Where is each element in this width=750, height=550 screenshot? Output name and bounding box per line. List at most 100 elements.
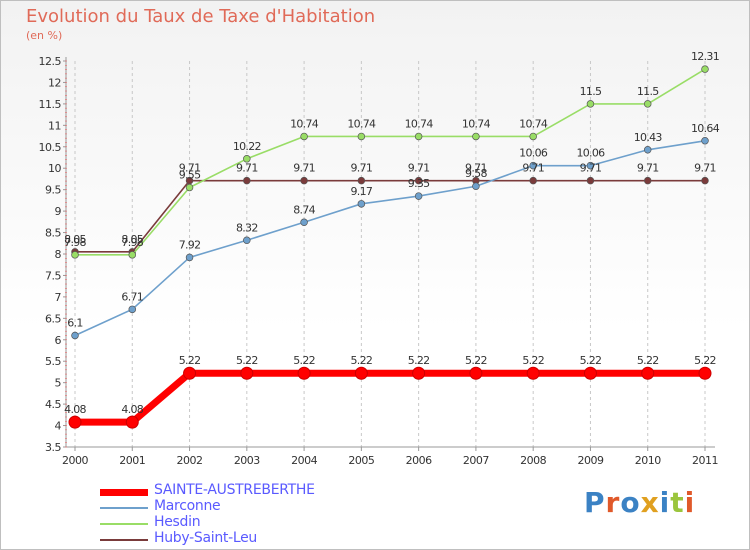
data-label: 10.06 xyxy=(576,147,605,160)
y-tick-label: 6 xyxy=(55,334,62,347)
data-label: 9.71 xyxy=(236,162,258,175)
data-point xyxy=(412,366,426,380)
data-label: 5.22 xyxy=(179,354,201,367)
chart-subtitle: (en %) xyxy=(26,29,63,42)
data-label: 5.22 xyxy=(408,354,430,367)
y-tick-label: 9.5 xyxy=(45,184,61,197)
data-point xyxy=(240,366,254,380)
data-point xyxy=(125,415,139,429)
y-tick-label: 9 xyxy=(55,205,62,218)
y-tick-label: 6.5 xyxy=(45,312,61,325)
data-point xyxy=(414,132,423,141)
data-label: 8.74 xyxy=(293,203,315,216)
y-tick-label: 11 xyxy=(48,119,61,132)
data-label: 6.71 xyxy=(121,290,143,303)
y-tick-label: 3.5 xyxy=(45,441,61,454)
data-label: 11.5 xyxy=(637,85,659,98)
data-point xyxy=(128,251,137,259)
data-point xyxy=(71,331,79,340)
data-label: 5.22 xyxy=(293,354,315,367)
chart-title: Evolution du Taux de Taxe d'Habitation xyxy=(26,6,376,27)
y-tick-label: 4.5 xyxy=(45,398,61,411)
data-label: 10.74 xyxy=(290,117,319,130)
data-label: 10.64 xyxy=(691,122,720,135)
data-label: 9.71 xyxy=(408,162,430,175)
data-label: 7.92 xyxy=(179,238,201,251)
data-label: 5.22 xyxy=(694,354,716,367)
series-line xyxy=(75,369,705,426)
x-tick-label: 2010 xyxy=(635,454,661,467)
data-label: 7.98 xyxy=(64,236,86,249)
y-tick-label: 4 xyxy=(55,420,62,433)
data-label: 11.5 xyxy=(580,85,602,98)
data-label: 10.74 xyxy=(462,117,491,130)
y-tick-label: 8 xyxy=(55,248,62,261)
data-label: 9.71 xyxy=(522,162,544,175)
x-tick-label: 2009 xyxy=(577,454,603,467)
data-point xyxy=(243,155,251,163)
data-label: 10.74 xyxy=(519,117,548,130)
logo-letter: r xyxy=(605,486,621,519)
x-tick-label: 2000 xyxy=(62,454,88,467)
legend-swatch xyxy=(100,488,148,496)
data-label: 9.71 xyxy=(637,162,659,175)
data-label: 8.05 xyxy=(121,233,143,246)
series-line xyxy=(74,139,706,337)
y-tick-label: 8.5 xyxy=(45,227,61,240)
data-point xyxy=(701,137,709,145)
data-label: 10.74 xyxy=(347,117,376,130)
y-tick-label: 5.5 xyxy=(45,355,61,368)
legend-label: Huby-Saint-Leu xyxy=(154,530,257,546)
data-point xyxy=(643,176,652,185)
data-label: 10.06 xyxy=(519,147,548,160)
data-point xyxy=(300,218,308,227)
y-tick-label: 11.5 xyxy=(39,98,62,111)
x-tick-label: 2005 xyxy=(348,454,374,467)
x-tick-label: 2001 xyxy=(119,454,145,467)
legend-swatch xyxy=(100,507,148,509)
data-label: 5.22 xyxy=(236,354,258,367)
data-label: 8.05 xyxy=(64,233,86,246)
data-point xyxy=(472,182,480,190)
data-label: 10.74 xyxy=(405,117,434,130)
data-point xyxy=(586,100,595,108)
data-point xyxy=(71,251,79,259)
data-point xyxy=(641,366,655,380)
data-point xyxy=(357,132,366,141)
x-tick-label: 2004 xyxy=(291,454,317,467)
series-line xyxy=(75,179,705,253)
data-label: 9.71 xyxy=(179,162,201,175)
legend-label: SAINTE-AUSTREBERTHE xyxy=(154,482,315,498)
data-point xyxy=(68,415,82,429)
data-label: 8.32 xyxy=(236,221,258,234)
data-point xyxy=(643,146,652,154)
logo-letter: t xyxy=(670,486,685,519)
chart-data-labels: 4.08 4.08 5.22 5.22 5.22 5.22 5.22 5.22 5.22 5.22… xyxy=(64,50,720,416)
data-point xyxy=(243,176,251,185)
legend-label: Hesdin xyxy=(154,514,201,530)
data-label: 5.22 xyxy=(580,354,602,367)
logo-letter: P xyxy=(584,486,606,519)
logo-letter: o xyxy=(620,486,641,519)
data-point xyxy=(185,253,194,262)
data-label: 5.22 xyxy=(351,354,373,367)
data-label: 5.22 xyxy=(465,354,487,367)
chart-axes: 3.5 4 4.5 5 5.5 6 6.5 7 7.5 8 8.5 9 9.5 10 10.5 11 11.5 1… xyxy=(39,55,719,467)
data-point xyxy=(529,132,537,141)
data-point xyxy=(643,100,652,108)
data-label: 9.35 xyxy=(408,177,430,190)
data-point xyxy=(414,176,423,185)
y-tick-label: 12.5 xyxy=(39,55,62,68)
data-point xyxy=(583,366,597,380)
x-tick-label: 2006 xyxy=(406,454,432,467)
x-tick-label: 2003 xyxy=(234,454,260,467)
data-point xyxy=(357,200,366,208)
data-point xyxy=(297,366,311,380)
data-label: 10.43 xyxy=(634,131,663,144)
x-tick-label: 2011 xyxy=(692,454,718,467)
data-label: 9.71 xyxy=(580,162,602,175)
data-point xyxy=(414,192,423,200)
data-point xyxy=(185,183,194,192)
